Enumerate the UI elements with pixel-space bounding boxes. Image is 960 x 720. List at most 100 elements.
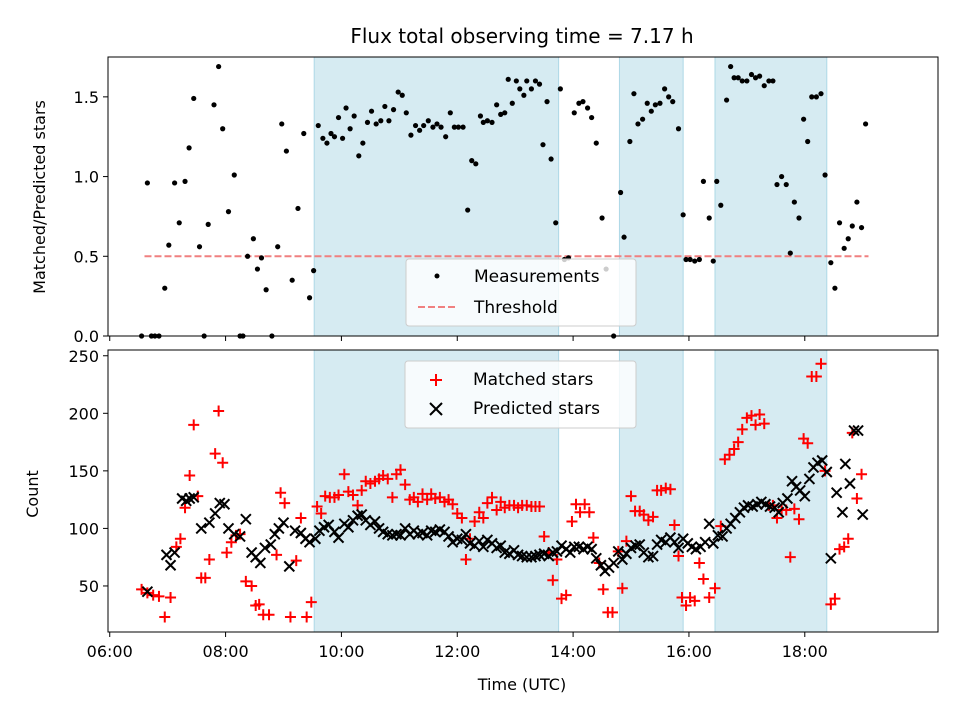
legend-predicted-marker [429, 402, 443, 416]
measurement-point [805, 138, 811, 145]
matched-star-point [829, 593, 841, 605]
measurement-point [182, 178, 188, 184]
matched-star-point [689, 595, 701, 607]
measurement-point [275, 244, 281, 250]
measurement-point [460, 124, 466, 130]
measurement-point [320, 135, 326, 141]
measurement-point [617, 189, 624, 196]
measurement-point [331, 134, 338, 140]
bottom-window-3 [714, 349, 828, 633]
predicted-star-point [816, 454, 828, 467]
measurement-point [489, 119, 495, 125]
measurement-point [576, 100, 582, 106]
count-panel: 50 100 150 200 250 06:00 08:00 10:00 12:00 14:00… [23, 347, 939, 694]
predicted-star-point [830, 487, 843, 499]
matched-star-point [647, 511, 659, 523]
measurement-point [544, 99, 550, 105]
measurement-point [744, 78, 750, 84]
measurement-point [631, 91, 637, 97]
measurement-point [162, 285, 168, 291]
x-tick-label: 10:00 [318, 642, 364, 661]
x-axis-label: Time (UTC) [477, 675, 566, 694]
measurement-point [172, 180, 178, 186]
measurement-point [480, 119, 486, 125]
matched-star-point [279, 497, 291, 509]
matched-star-point [587, 532, 599, 544]
predicted-star-point [547, 546, 559, 559]
matched-star-point [736, 423, 748, 435]
measurement-point [854, 199, 860, 205]
measurement-point [166, 242, 172, 248]
measurement-point [301, 130, 307, 137]
matched-star-point [246, 580, 258, 592]
measurement-point [191, 95, 197, 102]
measurement-point [675, 126, 682, 132]
predicted-star-point [328, 526, 341, 538]
matched-star-point [668, 519, 680, 531]
top-x-axis-ticks [109, 336, 806, 341]
measurement-point [443, 134, 449, 140]
predicted-star-point [283, 560, 295, 573]
measurement-point [254, 266, 261, 272]
measurement-point [395, 89, 401, 95]
predicted-star-point [707, 537, 719, 550]
predicted-star-point [856, 508, 869, 521]
predicted-star-point [160, 549, 173, 561]
measurement-point [205, 221, 211, 227]
matched-star-point [179, 502, 191, 514]
predicted-star-point [289, 525, 301, 537]
predicted-star-point [332, 531, 345, 544]
measurement-point [368, 108, 375, 114]
measurement-point [225, 209, 232, 215]
matched-star-point [456, 512, 468, 524]
predicted-star-point [342, 521, 355, 533]
matched-star-point [825, 598, 837, 610]
measurement-point [144, 180, 150, 186]
bottom-axes-frame [107, 349, 939, 633]
matched-star-point [301, 611, 313, 623]
predicted-star-point [195, 522, 207, 535]
measurement-point [761, 83, 767, 89]
predicted-star-point [203, 516, 216, 529]
matched-star-point [213, 405, 225, 417]
predicted-star-point [218, 498, 231, 510]
measurement-point [599, 215, 605, 221]
measurement-point [748, 71, 755, 78]
measurement-point [766, 78, 772, 84]
matched-star-point [491, 504, 503, 516]
predicted-star-point [844, 477, 856, 490]
matched-star-point [638, 509, 650, 521]
matched-star-point [290, 555, 302, 567]
matched-star-point [703, 591, 715, 603]
top-observing-windows [313, 56, 828, 337]
matched-star-point [723, 449, 735, 461]
predicted-star-point [786, 475, 798, 487]
predicted-star-point [590, 552, 602, 565]
measurement-point [465, 207, 471, 213]
matched-star-point [165, 591, 177, 603]
matched-star-point [253, 598, 265, 610]
legend-matched-label: Matched stars [473, 370, 593, 390]
measurement-point [706, 215, 712, 221]
measurement-point [328, 130, 334, 137]
matched-star-point [305, 596, 317, 608]
predicted-star-point [616, 553, 629, 566]
chart-title: Flux total observing time = 7.17 h [350, 24, 693, 48]
measurement-point [484, 118, 490, 124]
predicted-star-point [259, 542, 271, 554]
predicted-star-point [634, 538, 646, 551]
bottom-y-tick-label: 50 [79, 577, 99, 596]
matched-star-point [203, 553, 215, 565]
matched-star-point [347, 489, 359, 501]
measurement-point [311, 268, 317, 274]
predicted-star-point [188, 491, 200, 504]
matched-star-point [386, 491, 398, 503]
measurement-point [584, 105, 591, 111]
predicted-star-point [668, 536, 681, 548]
predicted-star-point [460, 528, 472, 540]
predicted-star-point [564, 546, 576, 559]
top-y-tick-label: 1.0 [74, 168, 99, 187]
matched-star-point [412, 496, 424, 508]
x-tick-label: 12:00 [434, 642, 480, 661]
measurement-point [364, 119, 371, 125]
